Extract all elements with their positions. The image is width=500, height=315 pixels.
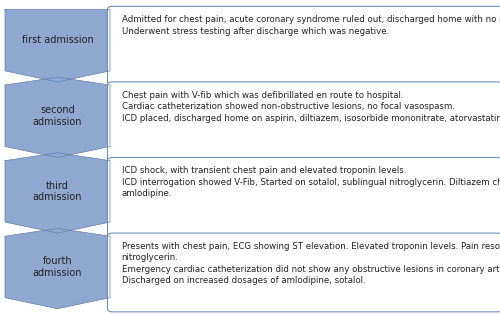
FancyBboxPatch shape <box>108 233 500 312</box>
Text: Presents with chest pain, ECG showing ST elevation. Elevated troponin levels. Pa: Presents with chest pain, ECG showing ST… <box>122 242 500 285</box>
Polygon shape <box>5 228 110 309</box>
Text: Chest pain with V-fib which was defibrillated en route to hospital.
Cardiac cath: Chest pain with V-fib which was defibril… <box>122 91 500 123</box>
Text: ICD shock, with transient chest pain and elevated troponin levels.
ICD interroga: ICD shock, with transient chest pain and… <box>122 166 500 198</box>
FancyBboxPatch shape <box>108 6 500 85</box>
Text: third
admission: third admission <box>32 180 82 202</box>
Text: second
admission: second admission <box>32 105 82 127</box>
Text: fourth
admission: fourth admission <box>32 256 82 278</box>
FancyBboxPatch shape <box>108 82 500 161</box>
Text: Admitted for chest pain, acute coronary syndrome ruled out, discharged home with: Admitted for chest pain, acute coronary … <box>122 15 500 36</box>
Polygon shape <box>5 153 110 233</box>
Text: first admission: first admission <box>22 35 94 45</box>
Polygon shape <box>5 77 110 158</box>
Polygon shape <box>5 9 110 82</box>
FancyBboxPatch shape <box>108 158 500 236</box>
